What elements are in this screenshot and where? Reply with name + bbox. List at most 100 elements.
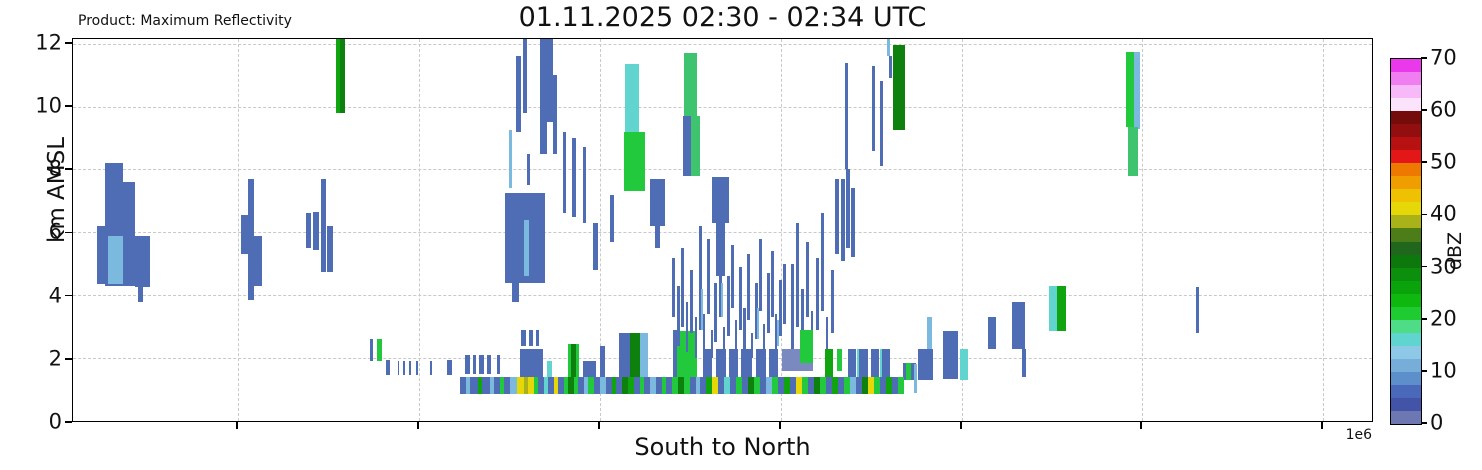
reflectivity-bar — [879, 81, 883, 167]
reflectivity-bar — [790, 263, 794, 349]
reflectivity-bar — [403, 361, 406, 376]
low-level-band-segment — [548, 376, 555, 395]
low-level-band-segment — [807, 376, 814, 395]
x-tick-mark — [236, 422, 238, 429]
reflectivity-bar — [768, 348, 778, 377]
grid-line-x — [781, 39, 782, 421]
reflectivity-bar — [799, 329, 813, 363]
reflectivity-bar — [650, 178, 666, 227]
x-tick-mark — [417, 422, 419, 429]
low-level-band-segment — [662, 376, 667, 395]
low-level-band-segment — [718, 376, 724, 395]
reflectivity-bar — [766, 273, 770, 333]
low-level-band-segment — [466, 376, 471, 395]
colorbar-segment — [1391, 71, 1421, 86]
reflectivity-bar — [824, 348, 833, 381]
reflectivity-bar — [892, 45, 905, 131]
reflectivity-bar — [913, 364, 917, 393]
low-level-band-segment — [600, 376, 607, 395]
reflectivity-bar — [886, 39, 890, 57]
reflectivity-bar — [465, 354, 471, 374]
low-level-band-segment — [706, 376, 712, 395]
y-tick-label: 12 — [35, 30, 62, 55]
reflectivity-bar — [672, 257, 676, 318]
x-tick-mark — [1140, 422, 1142, 429]
reflectivity-bar — [630, 332, 641, 377]
colorbar-segment — [1391, 136, 1421, 151]
colorbar-segment — [1391, 319, 1421, 333]
reflectivity-bar — [738, 266, 742, 330]
reflectivity-bar — [1196, 287, 1200, 333]
reflectivity-bar — [583, 147, 587, 223]
low-level-band-segment — [490, 376, 495, 395]
reflectivity-bar — [134, 235, 150, 288]
grid-line-x — [1142, 39, 1143, 421]
y-tick-mark — [65, 357, 72, 360]
low-level-band-segment — [528, 376, 535, 395]
reflectivity-bar — [686, 301, 689, 352]
colorbar-segment — [1391, 345, 1421, 359]
reflectivity-bar — [677, 285, 681, 346]
low-level-band-segment — [690, 376, 697, 395]
low-level-band-segment — [867, 376, 874, 395]
reflectivity-bar — [762, 323, 765, 355]
low-level-band-segment — [504, 376, 511, 395]
reflectivity-bar — [655, 226, 661, 249]
low-level-band-segment — [873, 376, 880, 395]
reflectivity-bar — [800, 288, 804, 349]
reflectivity-bar — [707, 238, 710, 315]
reflectivity-bar — [240, 215, 248, 255]
reflectivity-bar — [107, 235, 124, 285]
low-level-band-segment — [879, 376, 886, 395]
colorbar-segment — [1391, 254, 1421, 268]
reflectivity-bar — [690, 270, 694, 333]
plot-title: 01.11.2025 02:30 - 02:34 UTC — [518, 2, 927, 33]
y-tick-label: 0 — [48, 409, 62, 434]
reflectivity-bar — [1049, 285, 1058, 332]
low-level-band-segment — [534, 376, 539, 395]
y-tick-mark — [65, 105, 72, 107]
low-level-band-segment — [843, 376, 850, 395]
grid-line-x — [600, 39, 601, 421]
low-level-band-segment — [594, 376, 601, 395]
reflectivity-bar — [850, 188, 855, 258]
low-level-band-segment — [753, 376, 760, 395]
colorbar-segment — [1391, 110, 1421, 125]
low-level-band-segment — [849, 376, 856, 395]
reflectivity-bar — [782, 263, 786, 324]
colorbar-tick-label: 60 — [1430, 97, 1457, 122]
colorbar-segment — [1391, 189, 1421, 203]
reflectivity-bar — [247, 178, 254, 300]
reflectivity-bar — [536, 329, 540, 346]
reflectivity-bar — [553, 75, 558, 154]
colorbar-segment — [1391, 410, 1421, 424]
reflectivity-bar — [397, 361, 400, 376]
reflectivity-bar — [987, 317, 996, 349]
colorbar-tick-label: 10 — [1430, 358, 1457, 383]
reflectivity-bar — [497, 354, 501, 374]
grid-line-y — [73, 106, 1372, 108]
reflectivity-bar — [625, 64, 640, 132]
reflectivity-bar — [881, 348, 890, 377]
low-level-band-segment — [644, 376, 651, 395]
colorbar-segment — [1391, 293, 1421, 307]
reflectivity-bar — [721, 282, 723, 318]
reflectivity-bar — [512, 282, 520, 302]
low-level-band-segment — [588, 376, 595, 395]
reflectivity-bar — [830, 270, 834, 333]
reflectivity-bar — [320, 178, 326, 272]
reflectivity-bar — [902, 362, 906, 381]
colorbar-tick-label: 20 — [1430, 306, 1457, 331]
reflectivity-bar — [369, 339, 373, 362]
product-label: Product: Maximum Reflectivity — [78, 13, 292, 29]
colorbar-segment — [1391, 97, 1421, 112]
grid-line-x — [962, 39, 963, 421]
reflectivity-bar — [870, 348, 879, 377]
low-level-band-segment — [656, 376, 663, 395]
y-tick-label: 8 — [48, 156, 62, 181]
low-level-band-segment — [801, 376, 808, 395]
low-level-band-segment — [494, 376, 501, 395]
reflectivity-bar — [137, 285, 143, 302]
low-level-band-segment — [825, 376, 832, 395]
reflectivity-bar — [681, 248, 685, 327]
